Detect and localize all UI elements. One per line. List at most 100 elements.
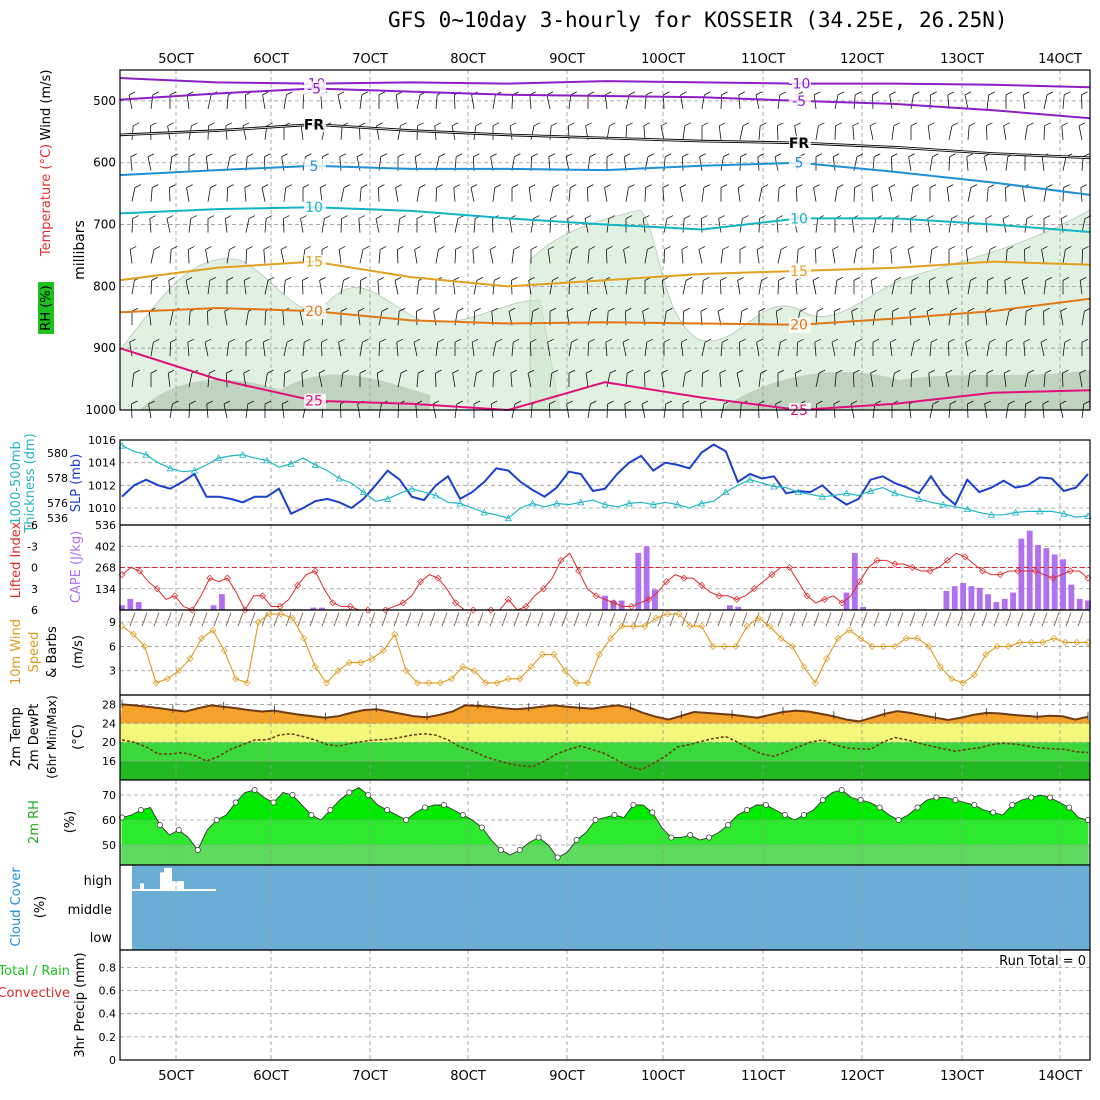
wind-barb-flag [511,184,519,188]
wind-barb-staff [245,94,247,109]
wind10m-barb [693,612,700,627]
wind-barb-flag [1044,122,1051,127]
wind-barb-flag [362,338,369,343]
wind-barb-flag [226,277,234,281]
wind-barb-flag [717,307,725,312]
wind10m-marker [834,634,842,642]
wind-barb-staff [223,403,228,419]
date-tick-label-bottom: 8OCT [450,1069,486,1084]
wind-barb-flag [185,277,193,281]
wind-barb-staff [281,156,285,171]
wind-barb-staff [549,373,553,388]
wind-barb-staff [131,218,133,233]
date-tick-label-top: 12OCT [840,52,884,67]
wind10m-marker [504,675,512,683]
wind-barb-flag [319,277,326,281]
wind-barb-staff [358,218,361,233]
wind-barb-flag [490,153,497,158]
wind-barb-staff [869,125,874,140]
isotherm--5 [119,87,1091,120]
wind-barb-staff [851,218,855,233]
wind-barb-flag [130,153,137,158]
wind10m-barb [441,612,448,627]
wind10m-barb [873,612,880,627]
wind-barb-staff [302,94,304,109]
wind-barb-flag [337,91,345,96]
wind10m-barb [633,612,640,627]
wind10m-barb [969,612,976,627]
wind-barb-staff [300,218,304,233]
wind-barb-flag [948,246,956,250]
wind-barb-staff [624,403,627,419]
li-marker [434,574,442,582]
wind-barb-flag [1026,307,1033,312]
cape-bar [1026,530,1033,610]
wind-barb-flag [380,153,387,158]
li-marker [908,564,916,571]
wind-barb-staff [701,187,705,202]
wind10m-barb [1041,612,1048,627]
wind-barb-flag [641,400,649,405]
wind-barb-flag [927,215,934,219]
wind-barb-flag [703,277,710,281]
wind10m-barb [417,612,424,627]
wind-barb-staff [852,125,855,140]
wind-barb-staff [452,280,456,295]
wind-barb-flag [190,215,197,219]
wind10m-marker [664,610,672,618]
wind-barb-flag [893,122,900,127]
wind-barb-staff [985,218,988,233]
wind-barb-staff [1005,311,1010,326]
wind-barb-staff [891,218,894,233]
wind-barb-staff [263,249,266,264]
thickness-marker [577,498,585,506]
cloud-level-label: high [84,874,112,889]
wind-barb-flag [796,184,803,188]
wind-barb-staff [643,125,646,140]
wind-barb-flag [1081,338,1089,343]
wind10m-marker [800,663,808,671]
wind-barb-staff [718,218,722,233]
cape-bar [993,602,1000,610]
li-marker [645,595,653,603]
rh2m-marker [441,802,447,808]
wind-barb-flag [435,369,442,374]
thickness-marker [383,495,392,502]
wind-barb-staff [1003,373,1007,388]
wind-barb-staff [416,187,420,202]
li-marker [768,571,776,579]
wind-barb-staff [832,156,836,171]
wind-barb-staff [986,280,988,295]
wind-barb-flag [266,122,273,127]
wind-barb-flag [931,338,938,343]
wind10m-marker [288,614,296,622]
wind10m-marker [413,679,421,687]
wind-barb-staff [321,218,325,233]
wind-barb-flag [493,369,500,374]
wind-barb-staff [891,156,893,171]
wind-tick-label: 9 [109,616,116,629]
li-marker [821,595,829,603]
wind-barb-staff [661,373,665,388]
wind-barb-staff [777,249,782,264]
cape-tick-label: 268 [95,562,116,575]
wind-barb-staff [207,280,211,295]
temp-band-high [120,723,1090,743]
wind-barb-flag [948,338,955,343]
wind-barb-staff [1005,187,1007,202]
wind-barb-staff [169,403,173,419]
wind-barb-flag [361,91,368,96]
wind-barb-staff [530,403,533,419]
wind-barb-staff [948,403,951,419]
wind-barb-flag [833,400,840,405]
wind-barb-staff [1043,311,1045,326]
temperature-axis-label: Temperature (°C) [39,144,54,257]
wind-barb-flag [171,246,178,250]
cape-axis-label: CAPE (J/kg) [69,531,84,603]
wind10m-barb [597,612,604,627]
wind-barb-staff [796,342,798,357]
wind-barb-flag [229,246,236,250]
wind10m-marker [1050,634,1058,642]
wind-barb-flag [1021,277,1029,281]
rh2m-marker [516,847,523,853]
